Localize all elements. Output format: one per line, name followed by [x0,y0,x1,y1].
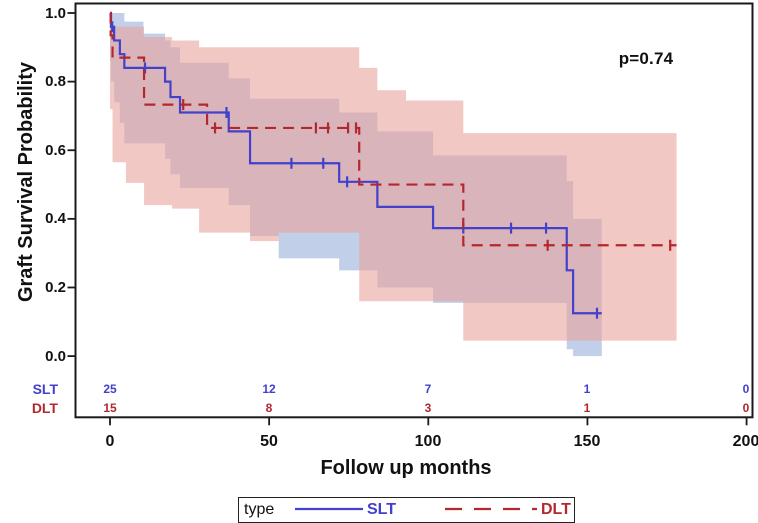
p-value-annotation: p=0.74 [618,49,674,68]
y-tick-label-0.2: 0.2 [45,279,66,296]
at-risk-dlt-200: 0 [742,401,750,415]
y-tick-label-1.0: 1.0 [45,5,66,22]
legend-item-slt: SLT [367,501,397,518]
legend-box: type SLT DLT [238,497,575,523]
x-axis-title: Follow up months [320,457,492,479]
at-risk-dlt-0: 15 [103,401,117,415]
x-tick-label-0: 0 [105,433,115,450]
x-tick-label-150: 150 [573,433,601,450]
at-risk-dlt-50: 8 [265,401,273,415]
at-risk-dlt-100: 3 [424,401,432,415]
at-risk-slt-200: 0 [742,382,750,396]
legend-title: type [244,501,275,518]
at-risk-slt-100: 7 [424,382,432,396]
at-risk-slt-150: 1 [583,382,591,396]
risk-row-label-dlt: DLT [31,400,58,416]
legend-slt-line-sample [295,507,363,511]
at-risk-dlt-150: 1 [583,401,591,415]
at-risk-slt-0: 25 [103,382,117,396]
y-tick-label-0.0: 0.0 [45,348,66,365]
x-tick-label-50: 50 [260,433,278,450]
x-tick-label-200: 200 [732,433,758,450]
y-tick-label-0.6: 0.6 [45,142,66,159]
at-risk-slt-50: 12 [262,382,276,396]
risk-row-label-slt: SLT [32,381,58,397]
x-tick-label-100: 100 [414,433,442,450]
legend-dlt-line-sample [445,507,537,511]
y-tick-label-0.4: 0.4 [45,210,66,227]
legend-item-dlt: DLT [541,501,571,518]
y-tick-label-0.8: 0.8 [45,73,66,90]
